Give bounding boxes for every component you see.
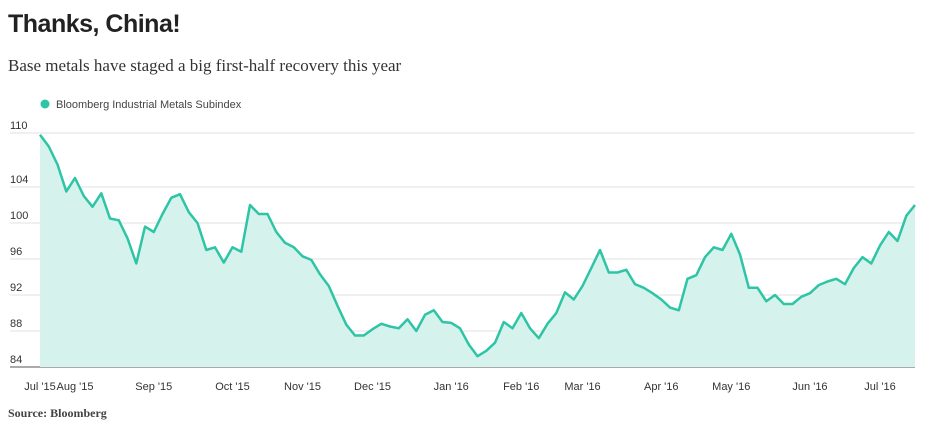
x-tick-label: Nov '15 bbox=[284, 381, 321, 393]
line bbox=[39, 134, 916, 358]
legend-label: Bloomberg Industrial Metals Subindex bbox=[56, 99, 242, 111]
y-tick-label: 84 bbox=[10, 354, 22, 366]
x-tick-label: Jul '15 bbox=[24, 381, 55, 393]
x-tick-label: Jun '16 bbox=[792, 381, 827, 393]
x-tick-label: Aug '15 bbox=[57, 381, 94, 393]
chart-subtitle: Base metals have staged a big first-half… bbox=[8, 56, 402, 75]
source: Source: Bloomberg bbox=[8, 406, 107, 420]
y-tick-label: 92 bbox=[10, 282, 22, 294]
legend-marker bbox=[40, 99, 50, 109]
y-tick-label: 104 bbox=[10, 174, 28, 186]
y-tick-label: 88 bbox=[10, 318, 22, 330]
x-tick-label: Feb '16 bbox=[503, 381, 539, 393]
x-tick-label: Mar '16 bbox=[564, 381, 600, 393]
y-tick-label: 100 bbox=[10, 210, 28, 222]
x-tick-label: Jul '16 bbox=[864, 381, 895, 393]
y-tick-label: 96 bbox=[10, 246, 22, 258]
x-tick-label: Sep '15 bbox=[135, 381, 172, 393]
x-tick-label: Apr '16 bbox=[644, 381, 679, 393]
x-tick-label: Oct '15 bbox=[215, 381, 250, 393]
area bbox=[40, 134, 915, 367]
x-tick-label: Dec '15 bbox=[354, 381, 391, 393]
x-tick-label: May '16 bbox=[712, 381, 750, 393]
y-tick-label: 110 bbox=[10, 120, 28, 132]
chart-title: Thanks, China! bbox=[8, 10, 180, 38]
x-tick-label: Jan '16 bbox=[434, 381, 469, 393]
